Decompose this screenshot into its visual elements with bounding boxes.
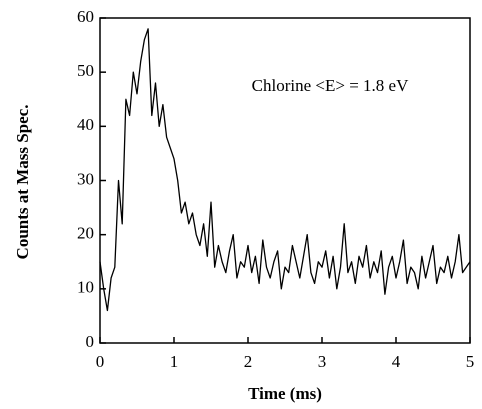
x-tick-label: 4: [392, 352, 401, 371]
data-line: [99, 28, 471, 312]
y-tick-label: 30: [77, 169, 94, 188]
plot-frame: [99, 17, 471, 344]
y-tick-label: 40: [77, 115, 94, 134]
x-tick-label: 2: [244, 352, 253, 371]
y-axis-label: Counts at Mass Spec.: [13, 105, 32, 260]
x-tick-label: 1: [170, 352, 179, 371]
y-tick-label: 10: [77, 278, 94, 297]
y-tick-label: 20: [77, 224, 94, 243]
x-tick-label: 3: [318, 352, 327, 371]
y-tick-label: 0: [86, 332, 95, 351]
x-axis-label: Time (ms): [248, 384, 322, 403]
x-tick-label: 0: [96, 352, 105, 371]
y-tick-label: 50: [77, 61, 94, 80]
annotation: Chlorine <E> = 1.8 eV: [252, 76, 409, 95]
y-tick-label: 60: [77, 7, 94, 26]
x-tick-label: 5: [466, 352, 475, 371]
